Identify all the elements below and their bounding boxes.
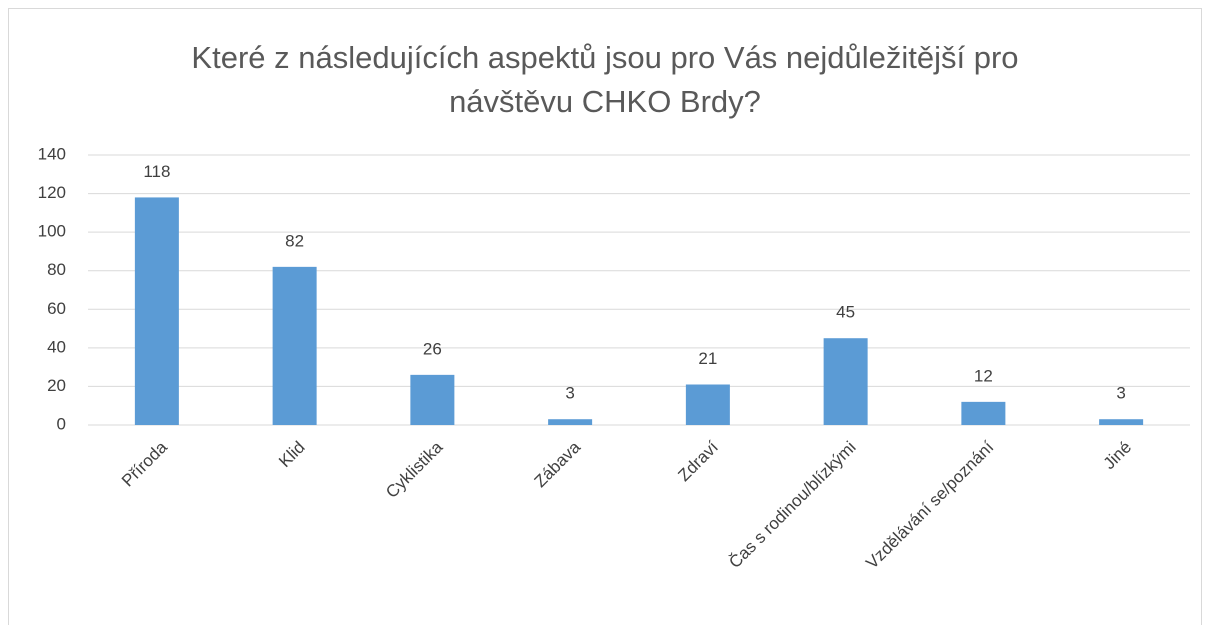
- bar: [823, 338, 868, 425]
- data-label: 118: [143, 162, 170, 181]
- bar: [548, 419, 593, 425]
- data-label: 3: [565, 384, 574, 403]
- x-tick-label: Klid: [275, 438, 308, 471]
- chart-border: [8, 8, 1202, 625]
- x-tick-label: Zábava: [531, 437, 585, 491]
- data-label: 45: [836, 303, 855, 322]
- y-tick-label: 100: [38, 222, 66, 241]
- y-tick-label: 20: [47, 376, 66, 395]
- data-label: 12: [974, 366, 993, 385]
- data-label: 3: [1116, 384, 1125, 403]
- x-tick-label: Vzdělávání se/poznání: [862, 437, 997, 572]
- x-tick-label: Čas s rodinou/blízkými: [725, 438, 859, 572]
- data-label: 82: [285, 231, 304, 250]
- x-tick-label: Jiné: [1100, 438, 1135, 473]
- bar: [410, 374, 455, 425]
- x-tick-label: Zdraví: [674, 437, 722, 485]
- bar: [134, 197, 179, 425]
- x-tick-label: Příroda: [118, 437, 171, 490]
- bar: [272, 266, 317, 425]
- bar: [1099, 419, 1144, 425]
- bar: [961, 401, 1006, 425]
- y-tick-label: 40: [47, 337, 66, 356]
- chart-title: Které z následujících aspektů jsou pro V…: [191, 40, 1019, 119]
- data-label: 26: [423, 339, 442, 358]
- y-tick-label: 120: [38, 183, 66, 202]
- y-tick-label: 80: [47, 260, 66, 279]
- y-tick-label: 0: [57, 414, 66, 433]
- y-tick-label: 140: [38, 144, 66, 163]
- x-tick-label: Cyklistika: [382, 437, 447, 502]
- bar: [685, 384, 730, 425]
- data-label: 21: [698, 349, 717, 368]
- y-tick-label: 60: [47, 299, 66, 318]
